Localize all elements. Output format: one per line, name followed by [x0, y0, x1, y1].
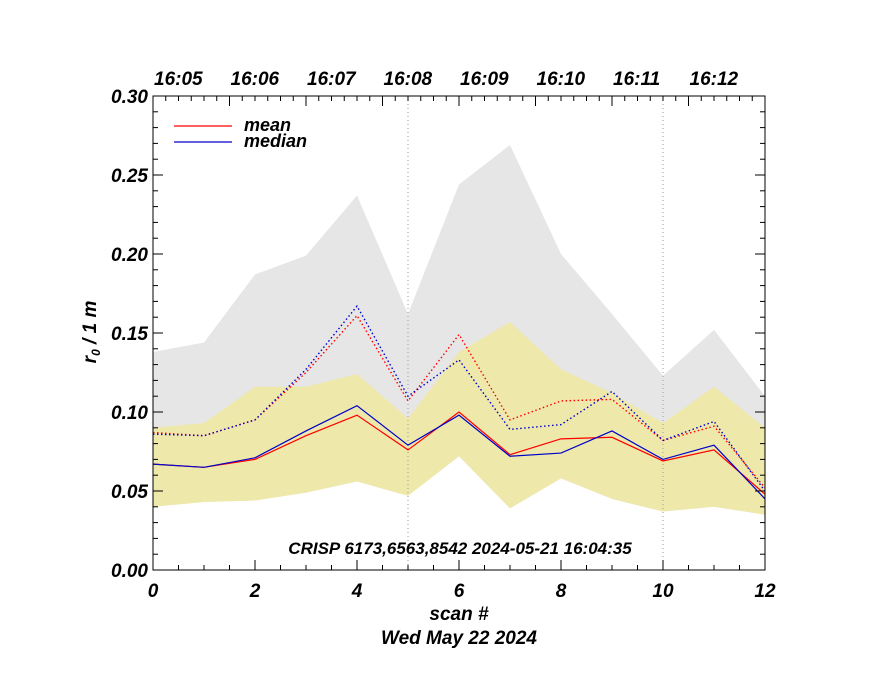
reference-lines [407, 96, 664, 570]
top-time-label: 16:08 [384, 69, 433, 90]
x-tick-label: 6 [454, 581, 465, 602]
band-inner-range [153, 321, 765, 515]
tick-labels: 0 2 4 6 8 10 12 0.00 0.05 0.10 0.15 0.20 0.25 0.30 16:… [111, 69, 776, 602]
x-axis-label: scan # [429, 604, 489, 625]
y-label-subscript: 0 [89, 349, 103, 356]
top-time-label: 16:05 [154, 69, 203, 90]
x-tick-label: 0 [148, 581, 159, 602]
y-tick-label: 0.05 [111, 482, 148, 503]
x-tick-label: 4 [351, 581, 363, 602]
y-label-symbol: r [80, 354, 101, 363]
y-tick-label: 0.15 [111, 324, 148, 345]
top-time-label: 16:07 [307, 69, 357, 90]
top-time-label: 16:11 [613, 69, 660, 90]
y-axis-label: r0 / 1 m [80, 301, 103, 364]
y-tick-label: 0.25 [111, 166, 148, 187]
x-tick-label: 8 [556, 581, 567, 602]
series-line-median [152, 404, 766, 500]
series-line-dotted-3 [152, 304, 766, 492]
chart-annotation: CRISP 6173,6563,8542 2024-05-21 16:04:35 [288, 539, 632, 558]
x-tick-label: 10 [652, 581, 674, 602]
y-tick-label: 0.20 [111, 245, 148, 266]
axis-ticks [152, 95, 766, 571]
y-tick-label: 0.10 [111, 403, 148, 424]
top-time-label: 16:12 [690, 69, 739, 90]
y-label-unit: / 1 m [80, 301, 101, 350]
range-bands [153, 144, 765, 515]
top-time-label: 16:09 [460, 69, 509, 90]
series-line-mean [152, 411, 766, 495]
date-label: Wed May 22 2024 [381, 628, 537, 649]
top-time-label: 16:10 [537, 69, 586, 90]
legend-label-mean: mean [244, 115, 291, 135]
y-tick-label: 0.30 [111, 87, 148, 108]
x-tick-label: 12 [754, 581, 776, 602]
legend-label-median: median [244, 131, 307, 151]
x-tick-label: 2 [249, 581, 261, 602]
y-tick-label: 0.00 [111, 561, 148, 582]
series-lines [152, 304, 766, 500]
top-time-label: 16:06 [231, 69, 280, 90]
